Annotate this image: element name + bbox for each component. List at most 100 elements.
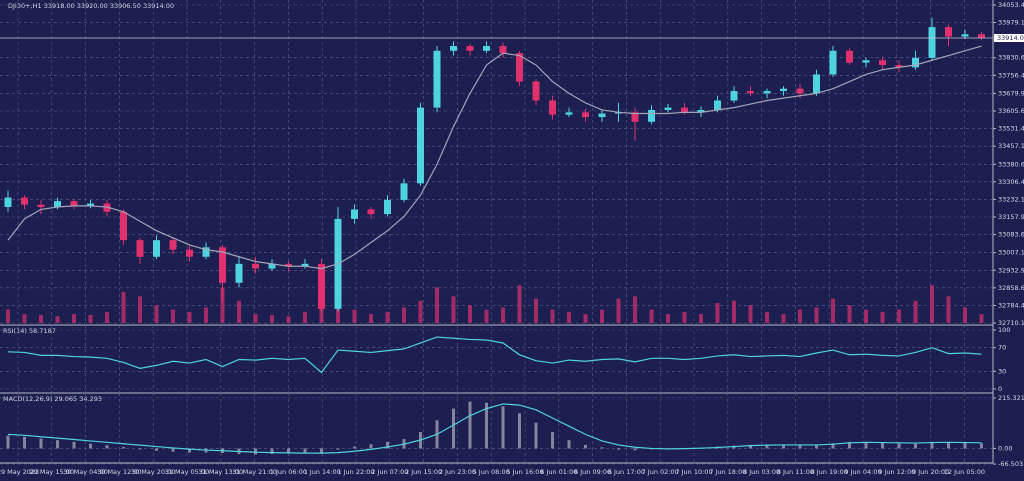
- macd-bar: [534, 422, 538, 449]
- volume-bar: [484, 309, 489, 323]
- macd-bar: [831, 443, 835, 449]
- candle-body: [433, 50, 441, 108]
- volume-bar: [715, 303, 720, 323]
- volume-bar: [468, 305, 472, 323]
- candle-body: [747, 91, 754, 94]
- candle-body: [318, 263, 325, 309]
- x-tick-label: 9 Jun 12:00: [878, 468, 915, 476]
- candle-body: [730, 91, 738, 101]
- volume-bar: [270, 315, 274, 323]
- macd-bar: [287, 448, 290, 454]
- volume-bar: [138, 296, 142, 323]
- macd-bar: [930, 441, 934, 449]
- macd-bar: [518, 413, 521, 449]
- candle-body: [714, 100, 721, 110]
- volume-bar: [72, 314, 76, 323]
- candle-body: [664, 107, 672, 110]
- macd-bar: [848, 441, 851, 449]
- macd-bar: [765, 444, 769, 449]
- macd-bar: [947, 442, 950, 449]
- y-tick-label: -66.503: [998, 460, 1023, 468]
- volume-bar: [699, 314, 703, 323]
- volume-bar: [600, 309, 604, 323]
- candle-body: [796, 88, 804, 94]
- candle-body: [532, 81, 540, 101]
- volume-bar: [517, 285, 522, 323]
- candle-body: [945, 27, 952, 37]
- macd-bar: [584, 444, 587, 449]
- macd-bar: [881, 442, 884, 449]
- volume-bar: [534, 298, 538, 323]
- candle-body: [54, 201, 61, 208]
- x-tick-label: 7 Jun 02:00: [642, 468, 679, 476]
- macd-bar: [56, 440, 59, 449]
- volume-bar: [682, 311, 687, 323]
- x-tick-label: 9 Jun 20:00: [912, 468, 949, 476]
- y-tick-label: 33083.65: [998, 231, 1024, 239]
- volume-bar: [765, 311, 769, 323]
- macd-bar: [303, 448, 307, 454]
- macd-bar: [864, 442, 868, 449]
- y-tick-label: 70: [998, 344, 1006, 352]
- macd-bar: [485, 402, 488, 449]
- volume-bar: [220, 287, 225, 323]
- x-tick-label: 31 May 13:00: [199, 468, 244, 476]
- candle-body: [516, 53, 523, 82]
- candle-body: [351, 209, 358, 219]
- macd-bar: [633, 448, 637, 451]
- volume-bar: [748, 305, 753, 323]
- volume-bar: [435, 287, 439, 323]
- volume-bar: [121, 291, 126, 323]
- x-tick-label: 6 Jun 17:00: [608, 468, 645, 476]
- x-tick-label: 1 Jun 06:00: [270, 468, 307, 476]
- volume-bar: [616, 298, 621, 323]
- rsi-title: RSI(14) 58.7187: [3, 327, 56, 335]
- candle-body: [648, 109, 655, 122]
- volume-bar: [550, 309, 555, 323]
- macd-bar: [782, 445, 785, 449]
- volume-bar: [55, 316, 60, 323]
- volume-bar: [22, 314, 27, 323]
- x-tick-label: 2 Jun 07:00: [371, 468, 408, 476]
- x-tick-label: 2 Jun 15:00: [405, 468, 442, 476]
- candle-body: [499, 46, 507, 54]
- volume-bar: [979, 314, 984, 323]
- candle-body: [912, 57, 919, 68]
- y-tick-label: 33157.90: [998, 213, 1024, 221]
- volume-bar: [567, 311, 571, 323]
- candle-body: [367, 209, 375, 215]
- volume-bar: [897, 309, 901, 323]
- candle-body: [136, 240, 144, 257]
- volume-bar: [633, 296, 637, 323]
- x-tick-label: 8 Jun 03:00: [743, 468, 780, 476]
- candle-body: [186, 249, 193, 257]
- indicator-line: [7, 336, 982, 374]
- candle-body: [417, 107, 424, 184]
- macd-bar: [122, 447, 125, 449]
- volume-bar: [418, 300, 423, 323]
- candle-body: [169, 240, 177, 250]
- y-tick-label: 33306.40: [998, 178, 1024, 186]
- volume-bar: [204, 307, 208, 323]
- candle-body: [598, 113, 606, 118]
- volume-bar: [88, 315, 93, 323]
- volume-bar: [402, 307, 406, 323]
- x-tick-label: 7 Jun 18:00: [709, 468, 746, 476]
- volume-bar: [946, 296, 951, 323]
- candle-body: [202, 247, 210, 257]
- macd-bar: [600, 447, 604, 449]
- y-tick-label: 33605.65: [998, 107, 1024, 115]
- macd-bar: [254, 448, 257, 455]
- volume-bar: [781, 314, 786, 323]
- volume-bar: [253, 314, 258, 323]
- macd-bar: [501, 406, 505, 449]
- x-tick-label: 9 Jun 04:00: [844, 468, 881, 476]
- macd-bar: [963, 442, 967, 449]
- candle-body: [450, 46, 457, 51]
- macd-title: MACD(12,26,9) 29.065 34.293: [3, 395, 102, 403]
- macd-bar: [155, 448, 158, 451]
- y-tick-label: 30: [998, 367, 1006, 375]
- volume-bar: [39, 315, 43, 323]
- price-tag: [994, 34, 1024, 43]
